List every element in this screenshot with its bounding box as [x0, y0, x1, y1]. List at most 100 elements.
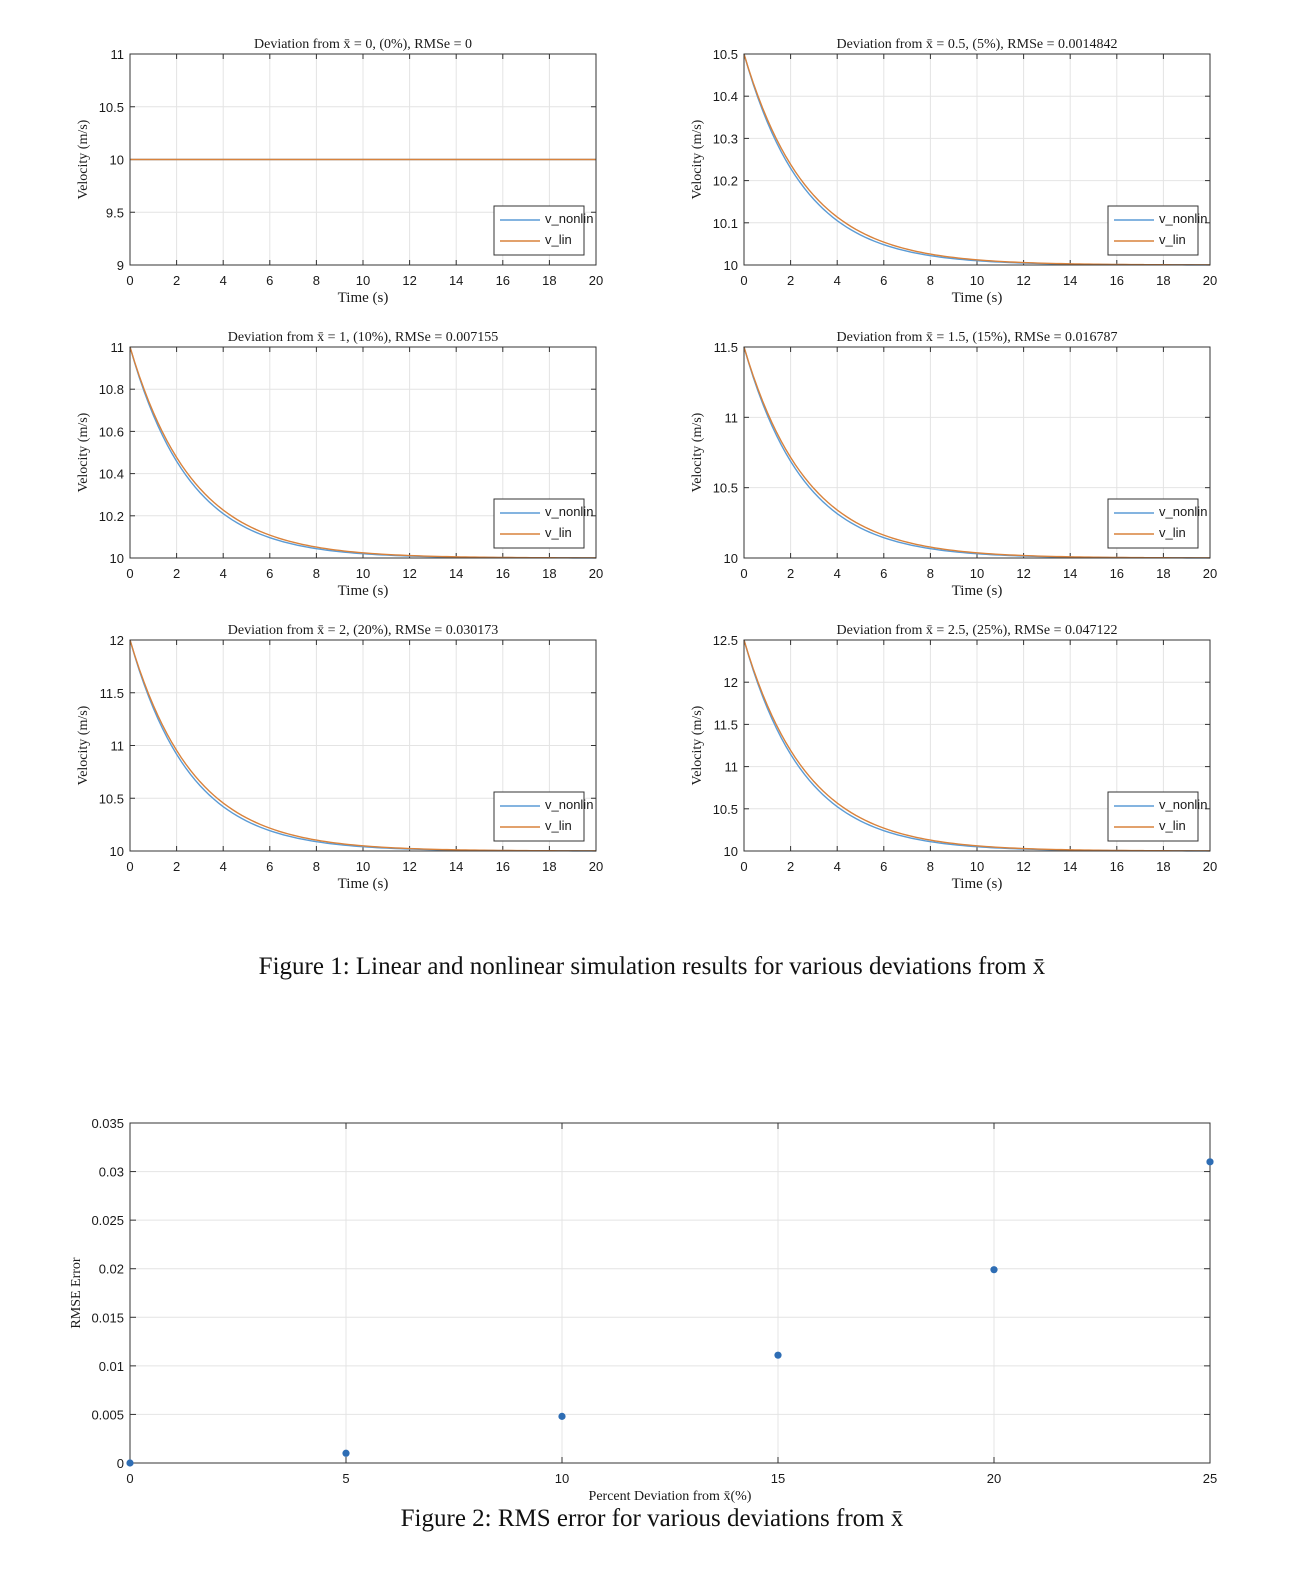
x-axis-label: Time (s) — [338, 290, 389, 306]
x-tick-label: 18 — [1156, 859, 1170, 874]
x-tick-label: 0 — [126, 1471, 133, 1486]
x-tick-label: 18 — [542, 566, 556, 581]
y-tick-label: 10.5 — [713, 47, 738, 62]
x-tick-label: 16 — [496, 859, 510, 874]
legend-label-v-lin: v_lin — [1159, 525, 1186, 540]
y-tick-label: 0 — [117, 1456, 124, 1471]
x-tick-label: 20 — [1203, 566, 1217, 581]
y-tick-label: 10 — [724, 844, 738, 859]
y-tick-label: 11 — [111, 739, 125, 754]
x-tick-label: 10 — [970, 859, 984, 874]
subplot-6: 0 2 4 6 8 10 12 14 16 18 20 10 10.5 11 11.5 12 12.5 Devia… — [690, 623, 1217, 892]
legend-box — [493, 791, 585, 842]
subplot-title: Deviation from x̄ = 1, (10%), RMSe = 0.0… — [228, 330, 498, 345]
x-tick-label: 12 — [1016, 566, 1030, 581]
x-axis-label: Percent Deviation from x̄(%) — [589, 1489, 752, 1504]
x-tick-label: 20 — [589, 273, 603, 288]
legend-label-v-nonlin: v_nonlin — [545, 504, 593, 519]
legend-box — [1107, 205, 1199, 256]
figure2-caption: Figure 2: RMS error for various deviatio… — [400, 1505, 904, 1532]
subplot-title: Deviation from x̄ = 1.5, (15%), RMSe = 0… — [837, 330, 1118, 345]
x-tick-label: 12 — [402, 859, 416, 874]
axes-frame — [129, 53, 597, 266]
x-tick-label: 10 — [356, 273, 370, 288]
y-tick-label: 10 — [110, 844, 124, 859]
y-tick-label: 0.035 — [91, 1116, 124, 1131]
y-tick-label: 10.8 — [99, 382, 124, 397]
subplot-title: Deviation from x̄ = 2, (20%), RMSe = 0.0… — [228, 623, 498, 638]
subplot-1: 0 2 4 6 8 10 12 14 16 18 20 9 9.5 10 10.5 11 Deviation f… — [76, 37, 603, 306]
axes-frame — [743, 346, 1211, 559]
legend-box — [1107, 498, 1199, 549]
x-tick-label: 12 — [402, 273, 416, 288]
x-tick-label: 6 — [880, 859, 887, 874]
y-tick-label: 10.3 — [713, 131, 738, 146]
x-tick-label: 14 — [449, 273, 463, 288]
x-tick-label: 8 — [313, 273, 320, 288]
x-tick-label: 2 — [173, 273, 180, 288]
y-tick-label: 0.01 — [99, 1359, 124, 1374]
axes-frame — [743, 639, 1211, 852]
y-tick-label: 10.1 — [713, 216, 738, 231]
x-tick-label: 0 — [740, 566, 747, 581]
x-tick-label: 2 — [173, 566, 180, 581]
x-tick-label: 6 — [266, 273, 273, 288]
x-tick-label: 14 — [1063, 273, 1077, 288]
x-tick-label: 20 — [1203, 273, 1217, 288]
legend-label-v-lin: v_lin — [1159, 818, 1186, 833]
legend-label-v-nonlin: v_nonlin — [1159, 797, 1207, 812]
y-tick-label: 11.5 — [100, 686, 124, 701]
axes-frame — [129, 639, 597, 852]
subplot-title: Deviation from x̄ = 0.5, (5%), RMSe = 0.… — [837, 37, 1118, 52]
x-tick-label: 15 — [771, 1471, 785, 1486]
x-tick-label: 10 — [970, 566, 984, 581]
x-tick-label: 8 — [927, 566, 934, 581]
y-tick-label: 10 — [110, 551, 124, 566]
x-tick-label: 8 — [927, 273, 934, 288]
x-tick-label: 25 — [1203, 1471, 1217, 1486]
x-axis-label: Time (s) — [338, 876, 389, 892]
figure2-scatter-chart: 0 5 10 15 20 25 0 0.005 0.01 0.015 0.02 0.025 0.03 0.… — [69, 1116, 1217, 1504]
y-tick-label: 0.03 — [99, 1165, 124, 1180]
x-tick-label: 16 — [1110, 566, 1124, 581]
y-axis-label: Velocity (m/s) — [76, 412, 91, 492]
x-tick-label: 20 — [589, 859, 603, 874]
y-tick-label: 10.5 — [713, 802, 738, 817]
legend-box — [493, 498, 585, 549]
y-tick-label: 10.4 — [713, 89, 738, 104]
x-tick-label: 14 — [1063, 566, 1077, 581]
y-tick-label: 10 — [110, 153, 124, 168]
y-tick-label: 10.4 — [99, 467, 124, 482]
data-point — [990, 1266, 998, 1274]
subplot-title: Deviation from x̄ = 0, (0%), RMSe = 0 — [254, 37, 472, 52]
axes-frame — [129, 346, 597, 559]
subplot-2: 0 2 4 6 8 10 12 14 16 18 20 10 10.1 10.2 10.3 10.4 10.5 D… — [690, 37, 1217, 306]
x-tick-label: 2 — [787, 859, 794, 874]
legend-label-v-nonlin: v_nonlin — [1159, 504, 1207, 519]
x-tick-label: 4 — [220, 859, 227, 874]
x-tick-label: 0 — [126, 566, 133, 581]
y-tick-label: 12.5 — [713, 633, 738, 648]
x-tick-label: 14 — [1063, 859, 1077, 874]
legend-box — [1107, 791, 1199, 842]
y-axis-label: Velocity (m/s) — [690, 119, 705, 199]
y-tick-label: 10.2 — [713, 174, 738, 189]
x-tick-label: 10 — [970, 273, 984, 288]
x-axis-label: Time (s) — [338, 583, 389, 599]
x-axis-label: Time (s) — [952, 876, 1003, 892]
y-tick-label: 10.5 — [99, 791, 124, 806]
y-tick-label: 10.5 — [99, 100, 124, 115]
y-tick-label: 11 — [725, 410, 739, 425]
x-tick-label: 18 — [542, 859, 556, 874]
x-tick-label: 0 — [740, 859, 747, 874]
y-tick-label: 9.5 — [106, 205, 124, 220]
x-axis-label: Time (s) — [952, 583, 1003, 599]
x-tick-label: 18 — [1156, 273, 1170, 288]
y-tick-label: 11 — [111, 47, 125, 62]
x-tick-label: 6 — [266, 859, 273, 874]
x-tick-label: 6 — [880, 566, 887, 581]
x-tick-label: 10 — [356, 859, 370, 874]
x-tick-label: 16 — [1110, 859, 1124, 874]
y-axis-label: Velocity (m/s) — [690, 412, 705, 492]
